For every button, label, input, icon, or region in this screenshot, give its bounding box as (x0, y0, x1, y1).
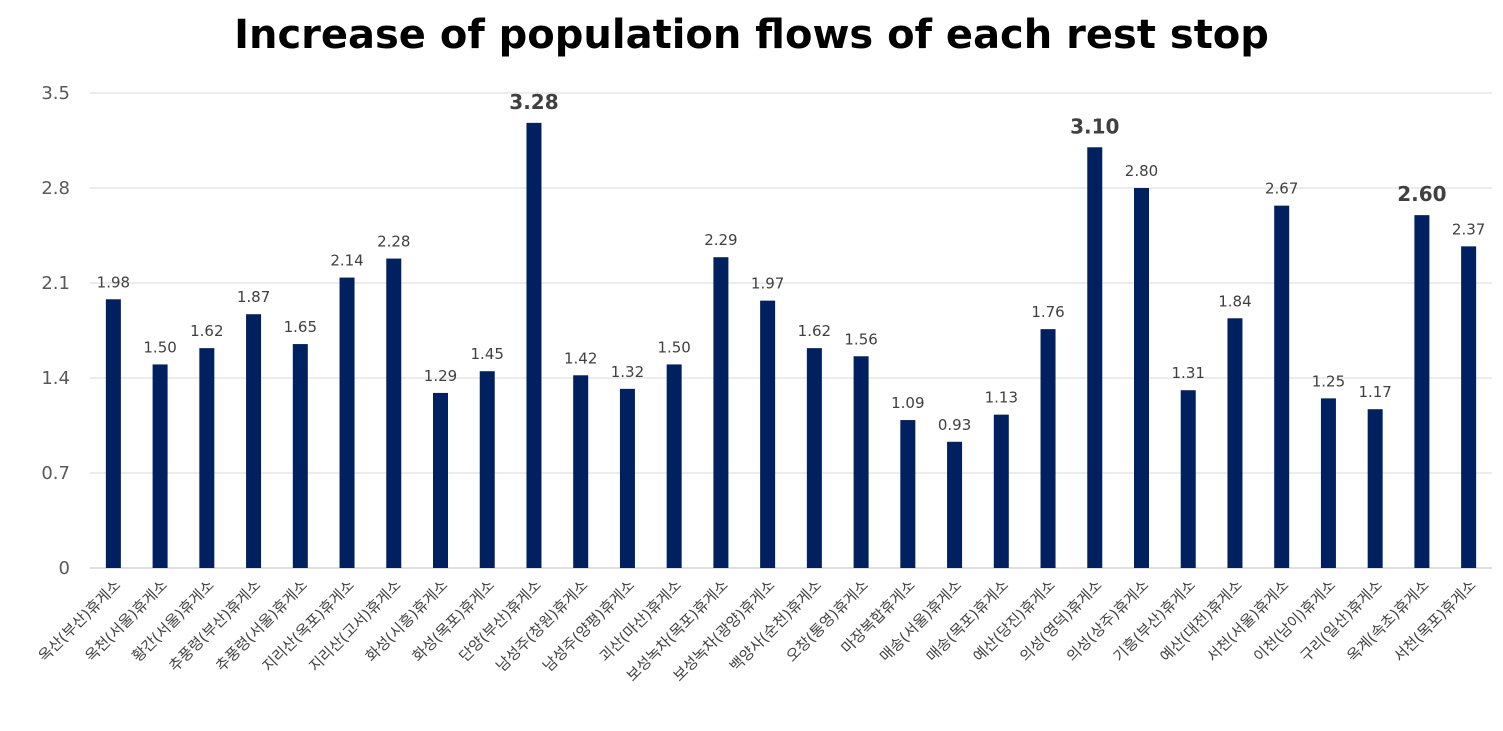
bar (853, 356, 869, 568)
data-label: 1.56 (844, 330, 877, 348)
data-label: 1.09 (891, 394, 924, 412)
y-tick-label: 1.4 (41, 368, 70, 389)
bar (1180, 390, 1196, 568)
x-tick-label: 단양(부산)휴게소 (455, 576, 544, 665)
x-tick-label: 예산(대전)휴게소 (1156, 576, 1245, 665)
bars (105, 122, 1477, 569)
data-label: 1.17 (1358, 383, 1391, 401)
data-label: 1.32 (611, 363, 644, 381)
x-tick-label: 황간(서울)휴게소 (128, 576, 217, 665)
data-label: 1.87 (237, 288, 270, 306)
data-label: 2.67 (1265, 180, 1298, 198)
bar (1134, 188, 1149, 568)
data-label: 1.62 (798, 322, 831, 340)
bar (292, 344, 308, 568)
y-tick-label: 0.7 (41, 463, 70, 484)
data-label: 3.28 (509, 90, 558, 114)
bar (526, 122, 542, 568)
data-label: 1.50 (143, 338, 176, 356)
bar (1461, 246, 1477, 568)
bar (246, 314, 262, 568)
data-label: 2.37 (1452, 220, 1485, 238)
x-tick-label: 화성(시흥)휴게소 (362, 576, 451, 665)
bar (666, 364, 682, 568)
data-label: 2.28 (377, 233, 410, 251)
bar (433, 392, 448, 568)
y-tick-label: 0 (59, 558, 70, 579)
data-labels: 1.98 1.50 1.62 1.87 1.65 2.14 2.28 1.29 1.45 3.28… (97, 90, 1486, 434)
data-label: 3.10 (1070, 114, 1119, 138)
data-label: 0.93 (938, 416, 971, 434)
data-label: 1.42 (564, 349, 597, 367)
bar (619, 388, 635, 568)
x-tick-label: 화성(목포)휴게소 (409, 576, 498, 665)
x-tick-label: 오창(통영)휴게소 (783, 576, 872, 665)
bar (573, 375, 589, 568)
x-tick-label: 기흥(부산)휴게소 (1110, 576, 1199, 665)
bar (713, 257, 729, 568)
x-tick-label: 옥산(부산)휴게소 (35, 576, 124, 665)
x-tick-label: 서천(서울)휴게소 (1203, 576, 1292, 665)
gridlines (90, 92, 1492, 569)
bar (1274, 205, 1290, 568)
data-label: 1.98 (97, 273, 130, 291)
data-label: 2.60 (1397, 182, 1446, 206)
x-tick-label: 옥계(속초)휴게소 (1343, 576, 1432, 665)
bar (1040, 329, 1056, 568)
bar (806, 348, 822, 568)
x-tick-label: 의성(상주)휴게소 (1063, 576, 1152, 665)
data-label: 1.65 (284, 318, 317, 336)
bar (339, 277, 355, 568)
data-label: 1.29 (424, 367, 457, 385)
chart-title: Increase of population flows of each res… (234, 12, 1269, 58)
bar (105, 299, 121, 568)
data-label: 1.45 (471, 345, 504, 363)
y-tick-label: 3.5 (41, 83, 70, 104)
data-label: 1.84 (1218, 292, 1251, 310)
x-tick-label: 의성(영덕)휴게소 (1016, 576, 1105, 665)
bar (1227, 318, 1243, 568)
data-label: 1.50 (657, 338, 690, 356)
y-tick-label: 2.1 (41, 273, 70, 294)
data-label: 1.62 (190, 322, 223, 340)
data-label: 2.14 (330, 252, 363, 270)
data-label: 1.31 (1172, 364, 1205, 382)
x-tick-label: 괴산(마산)휴게소 (596, 576, 685, 665)
bar (386, 258, 402, 568)
bar (900, 420, 916, 568)
bar (947, 441, 963, 568)
data-label: 1.25 (1312, 372, 1345, 390)
bar (479, 371, 495, 568)
x-tick-label: 이천(남이)휴게소 (1250, 576, 1339, 665)
data-label: 2.29 (704, 231, 737, 249)
data-label: 1.13 (985, 389, 1018, 407)
x-tick-label: 매송(목포)휴게소 (923, 576, 1012, 665)
bar (1414, 215, 1430, 568)
data-label: 1.97 (751, 275, 784, 293)
x-tick-label: 서천(목포)휴게소 (1390, 576, 1479, 665)
y-axis-ticks: 0 0.7 1.4 2.1 2.8 3.5 (41, 83, 70, 579)
bar (1320, 398, 1336, 568)
x-tick-label: 매송(서울)휴게소 (876, 576, 965, 665)
x-tick-label: 예산(당진)휴게소 (970, 576, 1059, 665)
bar (1367, 409, 1383, 568)
x-axis-ticks: 옥산(부산)휴게소옥천(서울)휴게소황간(서울)휴게소추풍령(부산)휴게소추풍령… (35, 576, 1480, 685)
bar (760, 300, 776, 568)
y-tick-label: 2.8 (41, 178, 70, 199)
x-tick-label: 옥천(서울)휴게소 (82, 576, 171, 665)
bar (1087, 147, 1103, 569)
data-label: 2.80 (1125, 162, 1158, 180)
bar (152, 364, 168, 568)
bar (199, 348, 215, 568)
x-tick-label: 구리(일산)휴게소 (1297, 576, 1386, 665)
bar (993, 414, 1009, 568)
data-label: 1.76 (1031, 303, 1064, 321)
